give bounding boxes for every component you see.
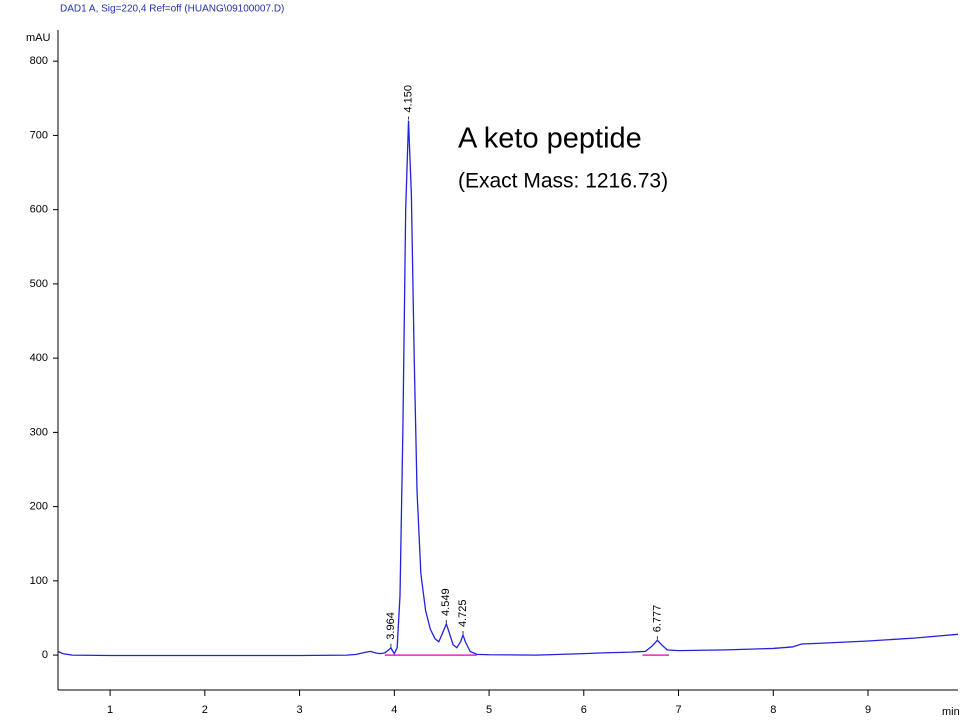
y-tick-label: 800 [30,55,48,67]
peak-label: 4.725 [457,600,469,628]
y-tick-label: 200 [30,501,48,513]
x-tick-label: 8 [770,704,776,716]
annotation: (Exact Mass: 1216.73) [458,170,668,193]
chromatogram-line [57,120,959,657]
y-tick-label: 400 [30,352,48,364]
annotation: A keto peptide [458,123,642,155]
x-tick-label: 2 [202,704,208,716]
y-tick-label: 600 [30,204,48,216]
peak-label: 6.777 [651,605,663,633]
y-axis-label: mAU [26,32,51,44]
x-tick-label: 3 [297,704,303,716]
chart-title: DAD1 A, Sig=220,4 Ref=off (HUANG\0910000… [60,4,284,15]
y-tick-label: 700 [30,129,48,141]
x-tick-label: 9 [865,704,871,716]
x-tick-label: 6 [581,704,587,716]
peak-label: 4.549 [440,588,452,616]
x-tick-label: 4 [391,704,397,716]
y-tick-label: 100 [30,575,48,587]
y-tick-label: 300 [30,426,48,438]
y-tick-label: 500 [30,278,48,290]
x-tick-label: 5 [486,704,492,716]
x-tick-label: 7 [675,704,681,716]
y-tick-label: 0 [42,649,48,661]
x-tick-label: 1 [107,704,113,716]
x-axis-label: min [942,706,960,718]
peak-label: 3.964 [385,612,397,640]
peak-label: 4.150 [402,85,414,113]
